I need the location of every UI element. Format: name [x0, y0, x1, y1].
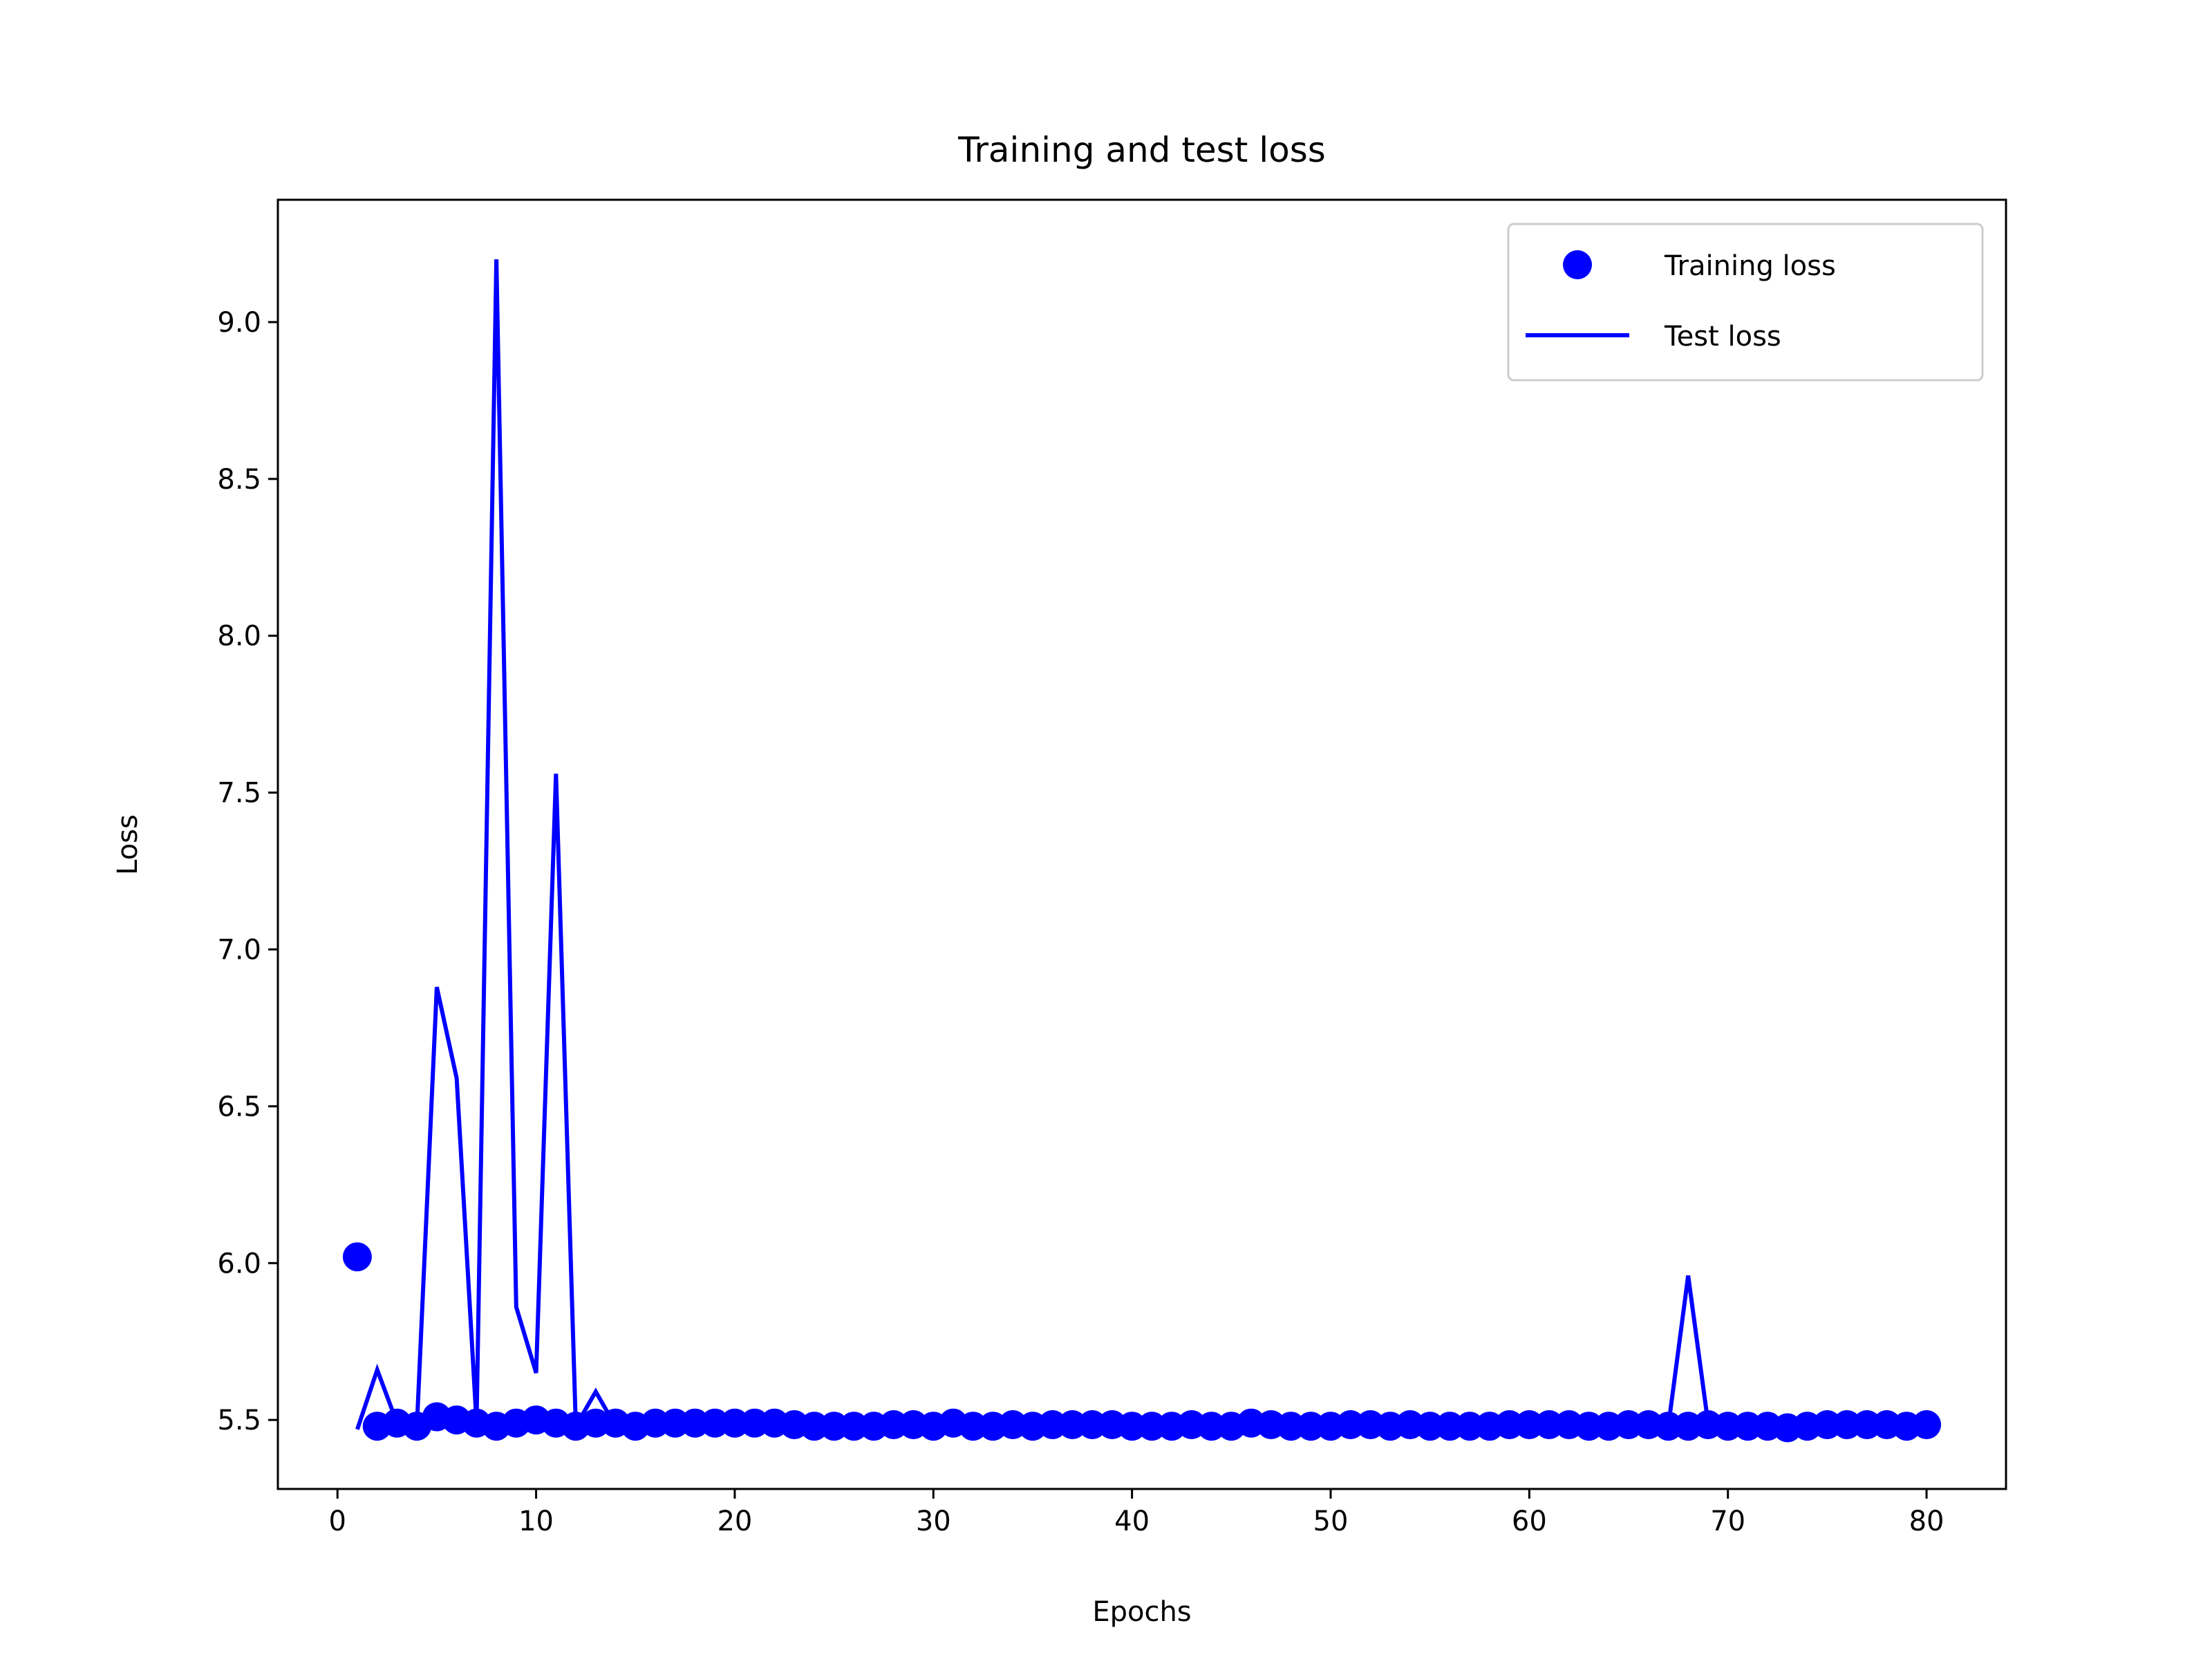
x-tick-label: 20 — [717, 1506, 752, 1537]
data-point-training-loss — [720, 1408, 749, 1438]
data-point-training-loss — [660, 1408, 690, 1438]
data-point-training-loss — [1435, 1412, 1465, 1441]
y-tick-label: 7.5 — [217, 778, 261, 809]
data-point-training-loss — [1812, 1410, 1842, 1439]
data-point-training-loss — [819, 1412, 849, 1441]
data-point-training-loss — [641, 1408, 670, 1438]
data-point-training-loss — [879, 1410, 908, 1439]
chart-title: Training and test loss — [957, 130, 1326, 170]
data-point-training-loss — [1415, 1412, 1445, 1441]
data-point-training-loss — [1335, 1410, 1365, 1439]
data-point-training-loss — [1535, 1410, 1564, 1439]
series-layer — [342, 259, 1942, 1443]
y-tick-label: 8.0 — [217, 621, 261, 653]
y-axis-label: Loss — [112, 814, 144, 875]
y-tick-label: 6.5 — [217, 1091, 261, 1123]
x-tick-label: 30 — [916, 1506, 951, 1537]
plot-frame — [276, 198, 2007, 1490]
legend-frame — [1507, 223, 1984, 382]
data-point-training-loss — [1494, 1410, 1524, 1439]
data-point-training-loss — [1078, 1410, 1107, 1439]
legend-label-test-loss: Test loss — [1664, 321, 1781, 353]
y-tick-label: 9.0 — [217, 307, 261, 339]
data-point-training-loss — [1296, 1412, 1326, 1441]
y-tick-label: 7.0 — [217, 935, 261, 966]
data-point-training-loss — [1137, 1412, 1167, 1441]
x-tick-label: 40 — [1114, 1506, 1150, 1537]
data-point-training-loss — [581, 1408, 610, 1438]
data-point-training-loss — [342, 1242, 372, 1272]
legend-label-training-loss: Training loss — [1664, 250, 1836, 282]
x-tick-label: 60 — [1512, 1506, 1547, 1537]
legend-marker-training-loss — [1563, 250, 1592, 279]
data-point-training-loss — [1614, 1410, 1643, 1439]
x-tick-label: 70 — [1710, 1506, 1745, 1537]
data-point-training-loss — [1276, 1412, 1306, 1441]
legend-item-test-loss: Test loss — [1526, 321, 1781, 353]
y-tick-label: 5.5 — [217, 1405, 261, 1436]
x-tick-label: 80 — [1909, 1506, 1944, 1537]
data-point-training-loss — [1852, 1410, 1882, 1439]
data-point-training-loss — [1713, 1412, 1743, 1441]
y-axis: 5.5 6.0 6.5 7.0 7.5 8.0 8.5 9.0 — [217, 307, 278, 1436]
legend-item-training-loss: Training loss — [1563, 250, 1836, 282]
data-point-training-loss — [1653, 1412, 1683, 1441]
data-point-training-loss — [1574, 1412, 1604, 1441]
data-point-training-loss — [799, 1412, 829, 1441]
data-point-training-loss — [740, 1408, 769, 1438]
data-point-training-loss — [680, 1408, 710, 1438]
x-axis-label: Epochs — [1092, 1596, 1191, 1628]
plot-area — [276, 198, 2007, 1490]
data-point-training-loss — [1455, 1412, 1485, 1441]
x-tick-label: 10 — [518, 1506, 554, 1537]
data-point-training-loss — [1833, 1410, 1862, 1439]
data-point-training-loss — [1197, 1412, 1226, 1441]
x-tick-label: 50 — [1313, 1506, 1349, 1537]
data-point-training-loss — [1058, 1410, 1087, 1439]
y-tick-label: 8.5 — [217, 464, 261, 496]
data-point-training-loss — [1733, 1412, 1763, 1441]
data-point-training-loss — [1515, 1410, 1544, 1439]
x-tick-label: 0 — [328, 1506, 346, 1537]
data-point-training-loss — [1912, 1410, 1942, 1439]
legend: Training loss Test loss — [1507, 223, 1984, 382]
data-point-training-loss — [1117, 1412, 1147, 1441]
data-point-training-loss — [700, 1408, 730, 1438]
data-point-training-loss — [839, 1412, 869, 1441]
data-point-training-loss — [958, 1412, 988, 1441]
plot-background — [278, 200, 2006, 1489]
x-axis: 0 10 20 30 40 50 60 70 80 — [328, 1489, 1944, 1537]
data-point-training-loss — [1038, 1410, 1067, 1439]
y-tick-label: 6.0 — [217, 1248, 261, 1280]
